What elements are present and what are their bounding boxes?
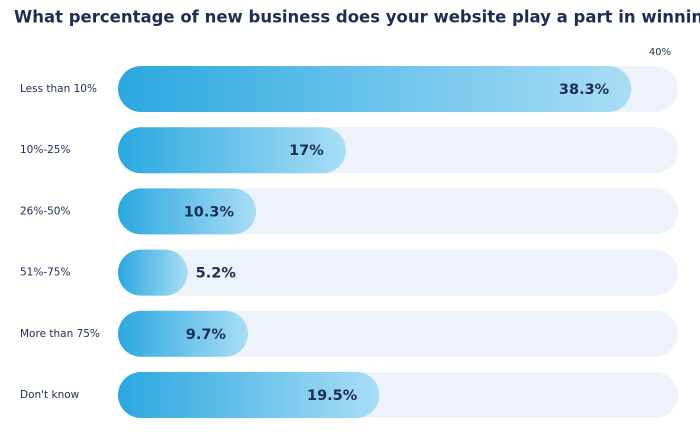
bar: [118, 310, 248, 357]
category-label: 10%-25%: [20, 144, 70, 156]
value-label: 38.3%: [559, 82, 610, 98]
value-label: 10.3%: [184, 204, 235, 220]
bar: [118, 249, 188, 296]
bar: [118, 188, 257, 235]
x-tick-label: 40%: [649, 47, 671, 58]
bar-track: [118, 249, 678, 296]
bar: [118, 372, 380, 418]
bar: [118, 127, 346, 174]
bar: [118, 66, 632, 112]
bar-track: [118, 188, 678, 235]
value-label: 5.2%: [196, 266, 237, 282]
category-label: 26%-50%: [20, 205, 70, 217]
value-label: 19.5%: [307, 388, 358, 404]
chart-title: What percentage of new business does you…: [14, 8, 700, 27]
category-label: Less than 10%: [20, 83, 97, 95]
bar-track: [118, 310, 678, 357]
value-label: 17%: [289, 143, 324, 159]
category-label: Don't know: [20, 389, 80, 401]
category-label: More than 75%: [20, 328, 100, 340]
value-label: 9.7%: [186, 327, 227, 343]
category-label: 51%-75%: [20, 267, 70, 279]
